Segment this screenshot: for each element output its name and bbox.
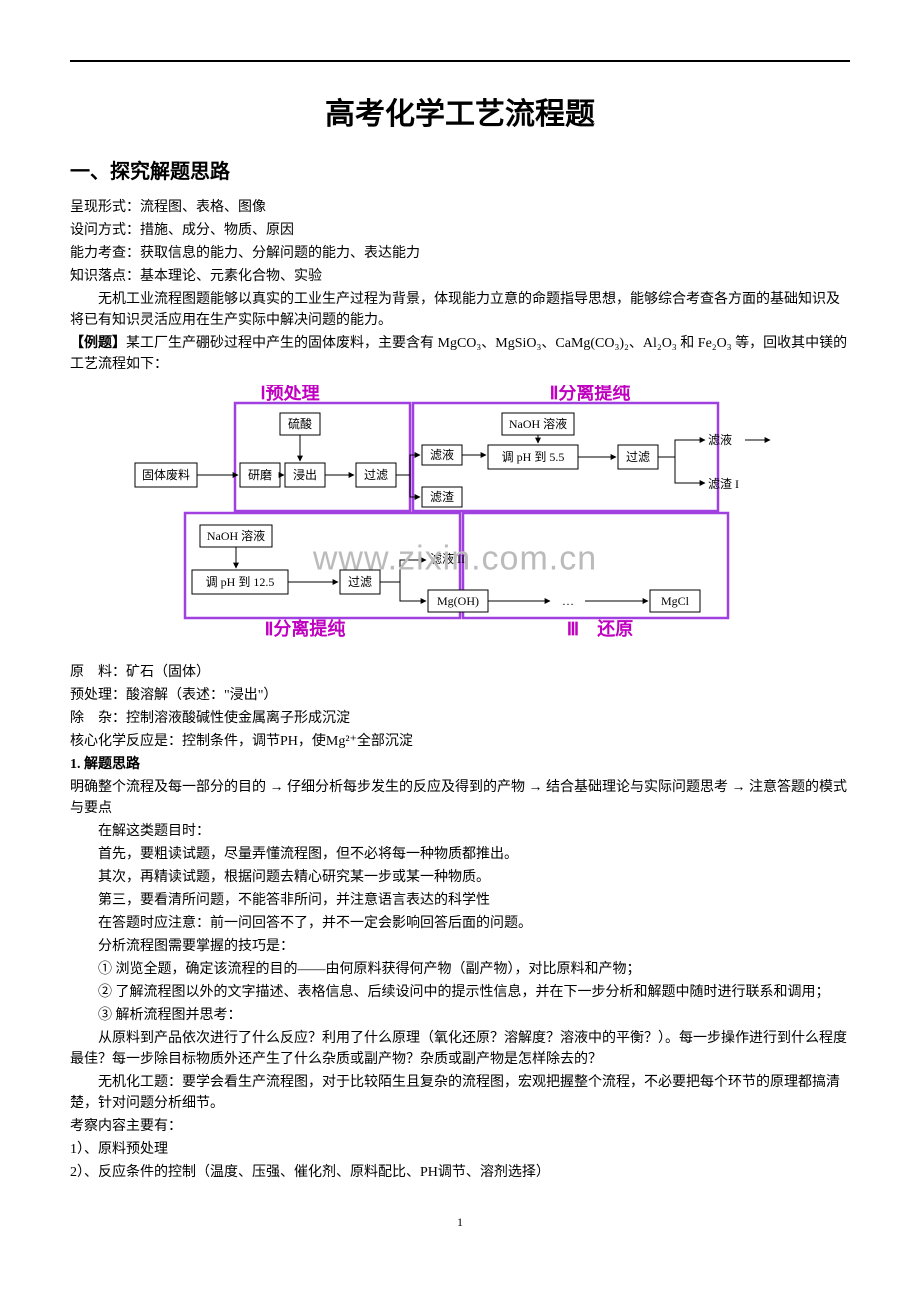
node-liq2: 滤液 (708, 432, 732, 447)
solve-intro: 在解这类题目时： (70, 821, 850, 842)
material-line-3: 除 杂：控制溶液酸碱性使金属离子形成沉淀 (70, 708, 850, 729)
node-ph125: 调 pH 到 12.5 (206, 575, 275, 589)
solve-p3: 第三，要看清所问题，不能答非所问，并注意语言表达的科学性 (70, 890, 850, 911)
top-rule (70, 60, 850, 62)
node-filter1: 过滤 (364, 468, 388, 482)
node-filter2: 过滤 (626, 450, 650, 464)
node-mgoh: Mg(OH) (437, 594, 479, 608)
stage1-box (235, 403, 410, 511)
material-line-4: 核心化学反应是：控制条件，调节PH，使Mg²⁺全部沉淀 (70, 731, 850, 752)
solve-p1: 首先，要粗读试题，尽量弄懂流程图，但不必将每一种物质都推出。 (70, 844, 850, 865)
page-number: 1 (70, 1213, 850, 1231)
solve-p6: 从原料到产品依次进行了什么反应？利用了什么原理（氧化还原？溶解度？溶液中的平衡？… (70, 1028, 850, 1070)
process-diagram: Ⅰ预处理 Ⅱ分离提纯 Ⅱ分离提纯 Ⅲ 还原 固体废料 硫酸 研磨 浸出 过滤 滤… (130, 385, 780, 652)
stage3-label: Ⅱ分离提纯 (265, 618, 346, 639)
exam-1: 1）、原料预处理 (70, 1139, 850, 1160)
bullet-3: ③ 解析流程图并思考： (70, 1005, 850, 1026)
node-slag2: 滤渣 I (708, 477, 739, 491)
question-mode: 设问方式：措施、成分、物质、原因 (70, 220, 850, 241)
page-title: 高考化学工艺流程题 (70, 92, 850, 137)
node-filter3: 过滤 (348, 575, 372, 589)
node-slag1: 滤渣 (430, 490, 454, 504)
bullet-1: ① 浏览全题，确定该流程的目的——由何原料获得何产物（副产物），对比原料和产物； (70, 959, 850, 980)
example-text: 某工厂生产硼砂过程中产生的固体废料，主要含有 MgCO₃、MgSiO₃、CaMg… (70, 336, 847, 372)
node-input: 固体废料 (142, 467, 190, 482)
material-line-1: 原 料：矿石（固体） (70, 662, 850, 683)
flow-svg: Ⅰ预处理 Ⅱ分离提纯 Ⅱ分离提纯 Ⅲ 还原 固体废料 硫酸 研磨 浸出 过滤 滤… (130, 385, 780, 645)
stage4-label: Ⅲ 还原 (567, 619, 633, 639)
section-heading-1: 一、探究解题思路 (70, 157, 850, 187)
solve-p5: 分析流程图需要掌握的技巧是： (70, 936, 850, 957)
node-dots: … (562, 594, 574, 608)
solve-p4: 在答题时应注意：前一问回答不了，并不一定会影响回答后面的问题。 (70, 913, 850, 934)
example-line: 【例题】某工厂生产硼砂过程中产生的固体废料，主要含有 MgCO₃、MgSiO₃、… (70, 333, 850, 375)
stage2-label: Ⅱ分离提纯 (550, 385, 631, 403)
stage1-label: Ⅰ预处理 (260, 385, 319, 403)
solve-p2: 其次，再精读试题，根据问题去精心研究某一步或某一种物质。 (70, 867, 850, 888)
node-liq1: 滤液 (430, 447, 454, 462)
exam-2: 2）、反应条件的控制（温度、压强、催化剂、原料配比、PH调节、溶剂选择） (70, 1162, 850, 1183)
ability-exam: 能力考查：获取信息的能力、分解问题的能力、表达能力 (70, 243, 850, 264)
node-grind: 研磨 (248, 468, 272, 482)
knowledge-point: 知识落点：基本理论、元素化合物、实验 (70, 266, 850, 287)
present-form: 呈现形式：流程图、表格、图像 (70, 197, 850, 218)
solve-p7: 无机化工题：要学会看生产流程图，对于比较陌生且复杂的流程图，宏观把握整个流程，不… (70, 1072, 850, 1114)
node-naoh1: NaOH 溶液 (509, 416, 567, 431)
node-naoh2: NaOH 溶液 (207, 528, 265, 543)
bullet-2: ② 了解流程图以外的文字描述、表格信息、后续设问中的提示性信息，并在下一步分析和… (70, 982, 850, 1003)
node-leach: 浸出 (293, 468, 317, 482)
node-liq3: 滤液 II (430, 551, 465, 566)
example-label: 【例题】 (70, 336, 126, 351)
solving-flow: 明确整个流程及每一部分的目的 → 仔细分析每步发生的反应及得到的产物 → 结合基… (70, 777, 850, 819)
node-mgcl: MgCl (661, 594, 690, 608)
intro-paragraph: 无机工业流程图题能够以真实的工业生产过程为背景，体现能力立意的命题指导思想，能够… (70, 289, 850, 331)
node-ph55: 调 pH 到 5.5 (502, 450, 565, 464)
material-line-2: 预处理：酸溶解（表述："浸出"） (70, 685, 850, 706)
exam-head: 考察内容主要有： (70, 1116, 850, 1137)
node-h2so4: 硫酸 (288, 416, 312, 431)
solving-heading: 1. 解题思路 (70, 754, 850, 775)
